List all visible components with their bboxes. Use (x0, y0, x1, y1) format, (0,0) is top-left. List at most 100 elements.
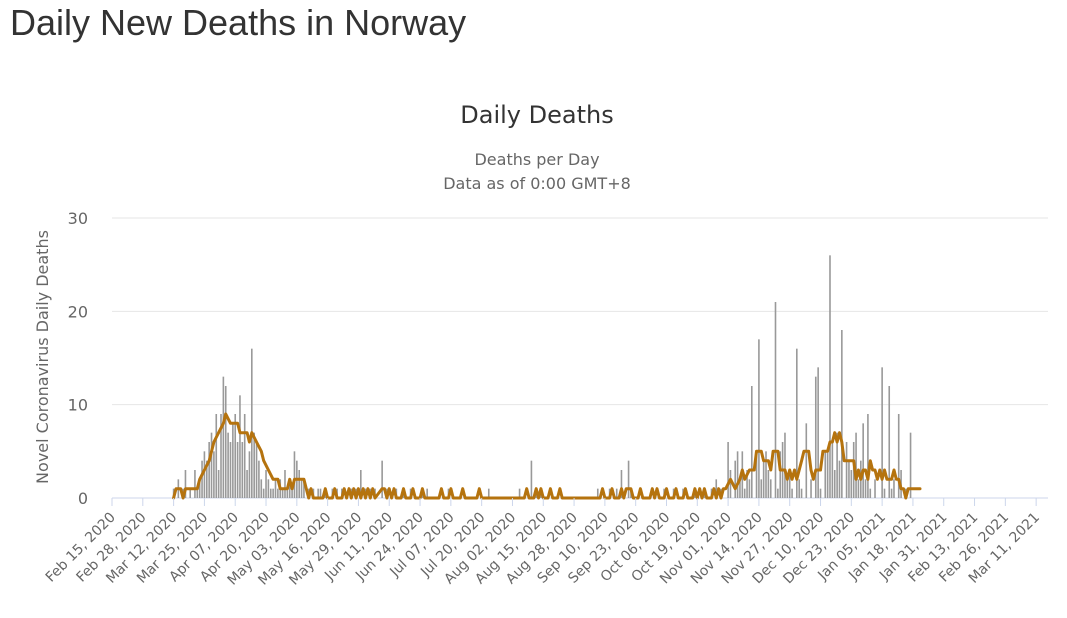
bar[interactable] (426, 488, 428, 498)
bar[interactable] (805, 423, 808, 498)
bar[interactable] (857, 479, 860, 498)
bar[interactable] (243, 414, 246, 498)
bar[interactable] (715, 479, 718, 498)
bar[interactable] (262, 488, 265, 498)
bar[interactable] (518, 488, 521, 498)
bar[interactable] (360, 470, 362, 498)
bar[interactable] (798, 479, 800, 498)
bar[interactable] (762, 460, 765, 498)
bar[interactable] (253, 432, 255, 498)
bar[interactable] (215, 414, 218, 498)
bar[interactable] (286, 488, 289, 498)
bar[interactable] (777, 488, 779, 498)
bar[interactable] (841, 330, 843, 498)
bar[interactable] (620, 470, 623, 498)
bar[interactable] (213, 451, 215, 498)
bar[interactable] (234, 414, 237, 498)
bar[interactable] (838, 460, 841, 498)
bar[interactable] (298, 470, 300, 498)
bar[interactable] (829, 255, 831, 498)
bar[interactable] (217, 470, 220, 498)
bar[interactable] (864, 479, 867, 498)
bar[interactable] (272, 488, 274, 498)
bar[interactable] (767, 470, 770, 498)
bar[interactable] (779, 451, 782, 498)
bar[interactable] (232, 423, 234, 498)
bar[interactable] (189, 488, 191, 498)
bar[interactable] (184, 470, 187, 498)
bar[interactable] (833, 470, 836, 498)
bar[interactable] (855, 432, 857, 498)
bar[interactable] (765, 451, 767, 498)
bar[interactable] (845, 442, 848, 498)
bar[interactable] (791, 488, 793, 498)
bar[interactable] (893, 479, 895, 498)
bar[interactable] (748, 479, 751, 498)
bar[interactable] (381, 460, 383, 498)
bar[interactable] (236, 442, 239, 498)
bar[interactable] (869, 488, 872, 498)
bar[interactable] (251, 348, 253, 498)
bar[interactable] (817, 367, 819, 498)
bar[interactable] (317, 488, 319, 498)
bar[interactable] (284, 470, 286, 498)
bar[interactable] (229, 442, 232, 498)
bar[interactable] (788, 470, 791, 498)
bar[interactable] (758, 339, 760, 498)
bar[interactable] (210, 432, 213, 498)
bar[interactable] (831, 442, 834, 498)
bar[interactable] (836, 432, 838, 498)
bar[interactable] (729, 470, 732, 498)
bar[interactable] (819, 488, 822, 498)
bar[interactable] (205, 460, 208, 498)
bar[interactable] (319, 488, 322, 498)
bar[interactable] (769, 479, 772, 498)
bar[interactable] (755, 451, 758, 498)
bar[interactable] (746, 470, 748, 498)
bar[interactable] (241, 442, 244, 498)
bar[interactable] (194, 470, 196, 498)
bar[interactable] (909, 432, 912, 498)
bar[interactable] (258, 460, 260, 498)
bar[interactable] (824, 451, 827, 498)
bar[interactable] (786, 479, 789, 498)
bar[interactable] (888, 386, 891, 498)
bar[interactable] (274, 479, 277, 498)
bar[interactable] (277, 488, 279, 498)
bar[interactable] (814, 376, 817, 498)
bar[interactable] (615, 488, 618, 498)
bar[interactable] (281, 488, 284, 498)
bar[interactable] (627, 460, 630, 498)
bar[interactable] (248, 451, 251, 498)
bar[interactable] (224, 386, 227, 498)
bar[interactable] (300, 479, 303, 498)
bar[interactable] (198, 479, 201, 498)
bar[interactable] (208, 442, 210, 498)
bar[interactable] (267, 479, 270, 498)
bar[interactable] (303, 479, 305, 498)
bar[interactable] (291, 488, 293, 498)
bar[interactable] (222, 376, 225, 498)
bar[interactable] (734, 460, 737, 498)
bar[interactable] (596, 488, 599, 498)
bar[interactable] (265, 470, 267, 498)
bar[interactable] (196, 488, 199, 498)
bar[interactable] (255, 442, 258, 498)
bar[interactable] (239, 395, 241, 498)
bar[interactable] (800, 488, 803, 498)
bar[interactable] (850, 470, 853, 498)
bar[interactable] (784, 432, 786, 498)
bar[interactable] (269, 488, 272, 498)
bar[interactable] (750, 386, 753, 498)
bar[interactable] (883, 488, 886, 498)
bar[interactable] (220, 414, 222, 498)
bar[interactable] (260, 479, 263, 498)
bar[interactable] (874, 479, 876, 498)
bar[interactable] (201, 460, 203, 498)
bar[interactable] (826, 451, 829, 498)
bar[interactable] (774, 302, 777, 498)
bar[interactable] (796, 348, 798, 498)
bar[interactable] (810, 479, 812, 498)
bar[interactable] (890, 488, 893, 498)
bar[interactable] (246, 470, 248, 498)
